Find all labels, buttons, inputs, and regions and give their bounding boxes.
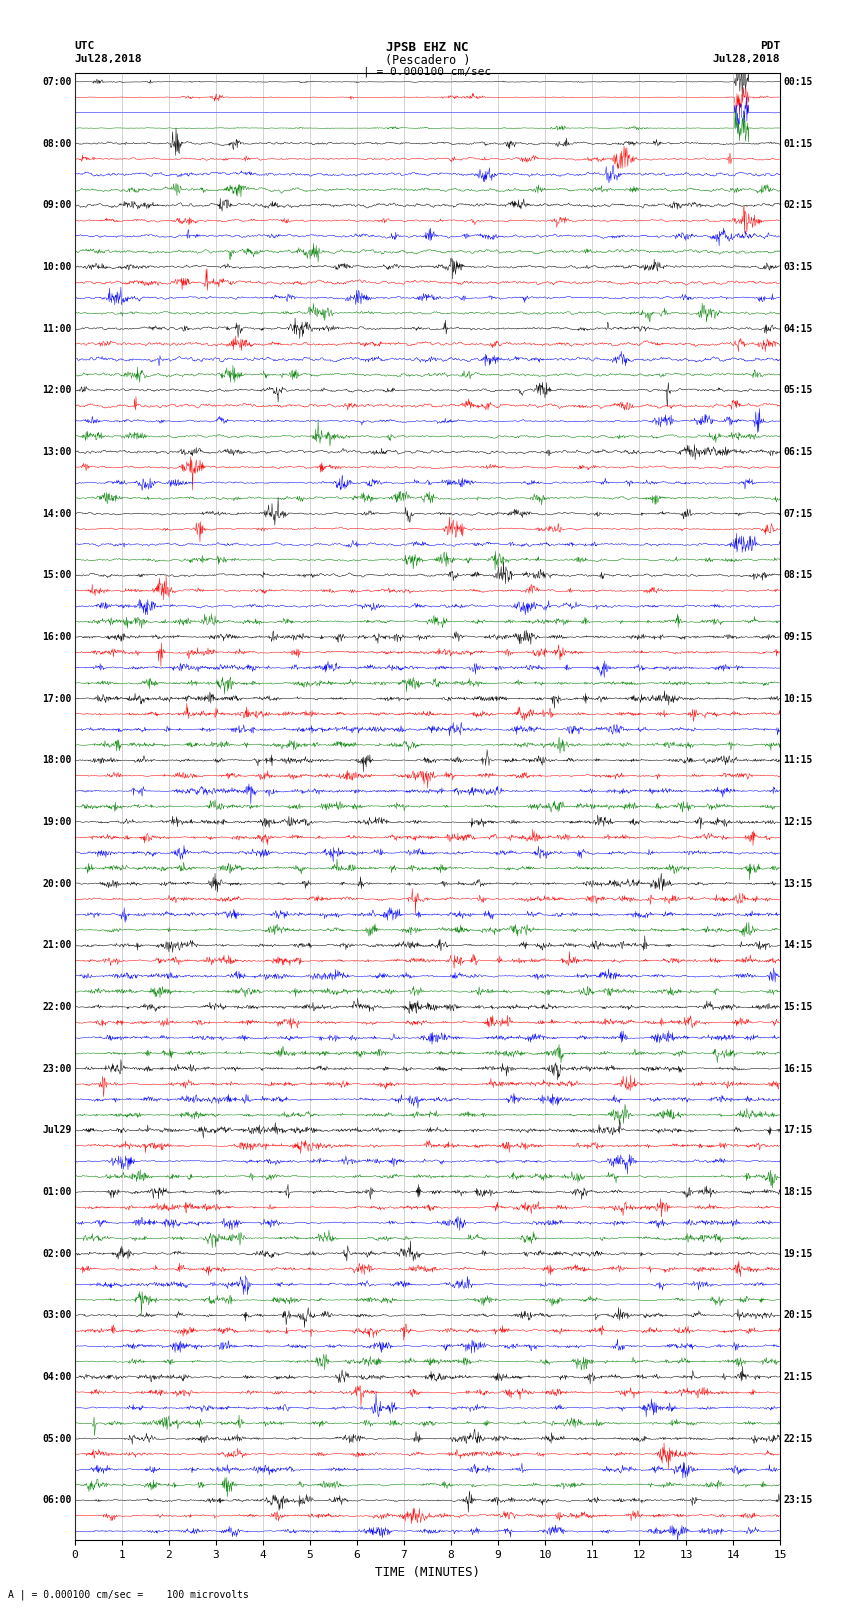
Text: 20:00: 20:00 <box>42 879 72 889</box>
Text: 19:00: 19:00 <box>42 816 72 827</box>
Text: 06:00: 06:00 <box>42 1495 72 1505</box>
Text: 23:15: 23:15 <box>783 1495 813 1505</box>
Text: 18:15: 18:15 <box>783 1187 813 1197</box>
Text: 15:15: 15:15 <box>783 1002 813 1011</box>
Text: 13:00: 13:00 <box>42 447 72 456</box>
Text: 03:00: 03:00 <box>42 1310 72 1321</box>
Text: 16:15: 16:15 <box>783 1063 813 1074</box>
Text: 01:00: 01:00 <box>42 1187 72 1197</box>
Text: 05:00: 05:00 <box>42 1434 72 1444</box>
Text: PDT: PDT <box>760 40 780 52</box>
Text: 08:15: 08:15 <box>783 571 813 581</box>
Text: 14:00: 14:00 <box>42 508 72 518</box>
Text: 22:15: 22:15 <box>783 1434 813 1444</box>
Text: 01:15: 01:15 <box>783 139 813 148</box>
Text: JPSB EHZ NC: JPSB EHZ NC <box>386 40 469 55</box>
Text: | = 0.000100 cm/sec: | = 0.000100 cm/sec <box>364 66 491 77</box>
Text: Jul29: Jul29 <box>42 1126 72 1136</box>
Text: 02:00: 02:00 <box>42 1248 72 1258</box>
Text: 17:15: 17:15 <box>783 1126 813 1136</box>
Text: 12:00: 12:00 <box>42 386 72 395</box>
Text: 11:15: 11:15 <box>783 755 813 765</box>
Text: 15:00: 15:00 <box>42 571 72 581</box>
Text: 07:15: 07:15 <box>783 508 813 518</box>
Text: 07:00: 07:00 <box>42 77 72 87</box>
Text: 03:15: 03:15 <box>783 261 813 273</box>
Text: Jul28,2018: Jul28,2018 <box>713 53 780 65</box>
Text: 00:15: 00:15 <box>783 77 813 87</box>
Text: 05:15: 05:15 <box>783 386 813 395</box>
Text: 22:00: 22:00 <box>42 1002 72 1011</box>
Text: 06:15: 06:15 <box>783 447 813 456</box>
Text: 10:00: 10:00 <box>42 261 72 273</box>
Text: 04:00: 04:00 <box>42 1373 72 1382</box>
Text: 21:00: 21:00 <box>42 940 72 950</box>
Text: 23:00: 23:00 <box>42 1063 72 1074</box>
Text: 12:15: 12:15 <box>783 816 813 827</box>
Text: 13:15: 13:15 <box>783 879 813 889</box>
Text: 14:15: 14:15 <box>783 940 813 950</box>
Text: 10:15: 10:15 <box>783 694 813 703</box>
Text: 19:15: 19:15 <box>783 1248 813 1258</box>
X-axis label: TIME (MINUTES): TIME (MINUTES) <box>375 1566 480 1579</box>
Text: (Pescadero ): (Pescadero ) <box>385 53 470 68</box>
Text: 20:15: 20:15 <box>783 1310 813 1321</box>
Text: 21:15: 21:15 <box>783 1373 813 1382</box>
Text: UTC: UTC <box>75 40 95 52</box>
Text: 02:15: 02:15 <box>783 200 813 210</box>
Text: 04:15: 04:15 <box>783 324 813 334</box>
Text: Jul28,2018: Jul28,2018 <box>75 53 142 65</box>
Text: 16:00: 16:00 <box>42 632 72 642</box>
Text: 09:00: 09:00 <box>42 200 72 210</box>
Text: 09:15: 09:15 <box>783 632 813 642</box>
Text: 08:00: 08:00 <box>42 139 72 148</box>
Text: A | = 0.000100 cm/sec =    100 microvolts: A | = 0.000100 cm/sec = 100 microvolts <box>8 1589 249 1600</box>
Text: 11:00: 11:00 <box>42 324 72 334</box>
Text: 18:00: 18:00 <box>42 755 72 765</box>
Text: 17:00: 17:00 <box>42 694 72 703</box>
